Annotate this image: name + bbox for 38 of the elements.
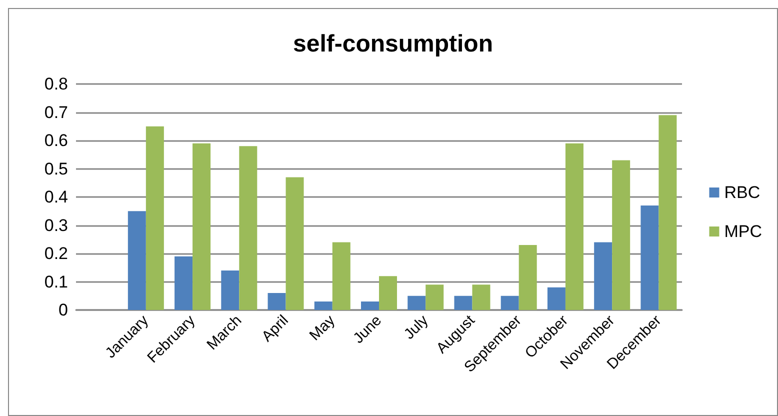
y-tick-label: 0.1 [44,272,68,292]
bar [314,302,332,310]
bar [500,296,519,310]
y-tick-label: 0.3 [44,216,68,235]
bar [332,242,350,310]
bar [128,211,146,310]
y-tick-label: 0.5 [44,159,68,178]
bar [408,296,426,310]
bar [640,205,659,310]
bar [454,296,472,310]
bar [286,177,304,310]
bar [518,245,537,310]
legend-label: RBC [724,183,760,202]
y-tick-label: 0.4 [44,188,68,206]
bar [239,146,258,310]
bar [361,302,379,310]
legend-label: MPC [724,222,762,241]
bar [174,256,193,310]
y-tick-label: 0.8 [44,74,68,94]
bar [547,287,566,310]
bar [221,270,240,310]
y-tick-label: 0.6 [44,131,68,150]
bar [268,293,286,310]
x-tick-label: July [400,312,432,343]
bar [565,143,584,310]
chart-title: self-consumption [292,30,494,58]
y-tick-label: 0 [58,300,68,320]
bar [594,242,612,310]
bar [426,284,444,310]
bar [658,115,677,310]
bar [472,284,490,310]
bar [146,126,164,310]
x-tick-label: May [306,312,339,344]
bar [192,143,211,310]
y-tick-label: 0.7 [44,102,68,122]
bar [612,160,630,310]
y-tick-label: 0.2 [44,244,68,263]
bar [379,276,397,310]
